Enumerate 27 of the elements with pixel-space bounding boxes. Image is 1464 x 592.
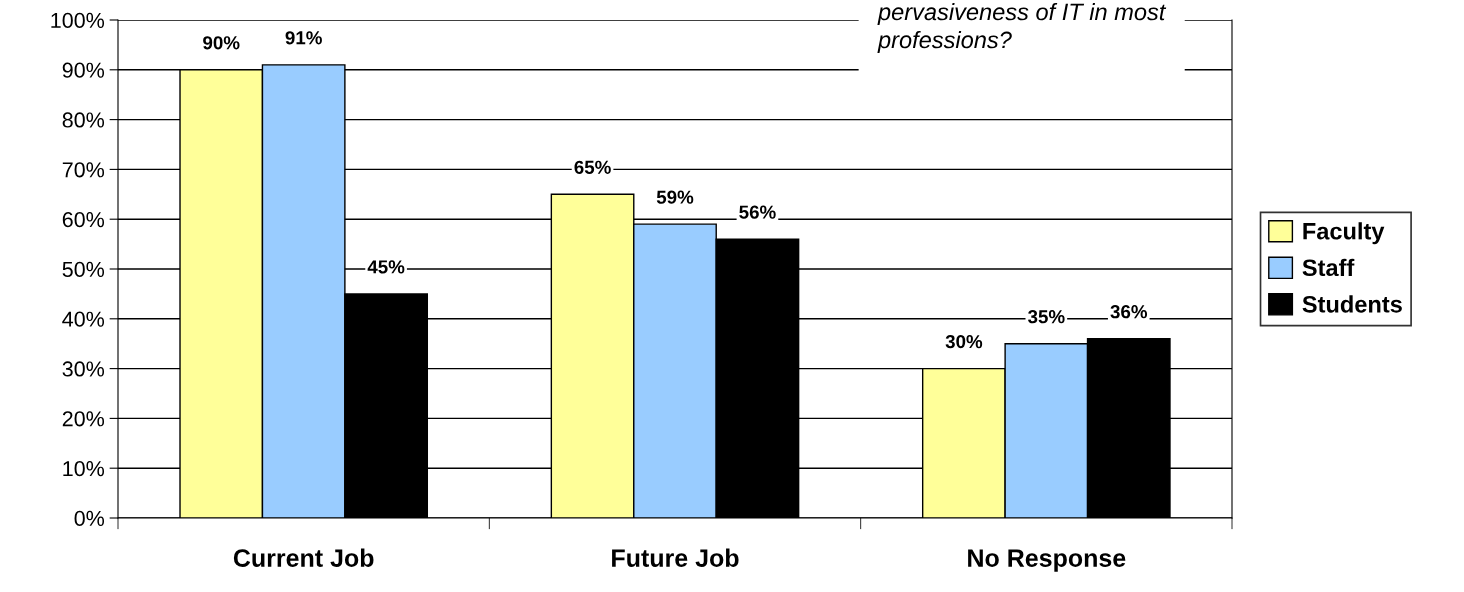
y-tick-label: 80% <box>62 112 105 128</box>
y-tick-label: 90% <box>62 62 105 78</box>
data-label: 65% <box>574 160 611 174</box>
data-label: 59% <box>656 190 694 204</box>
data-label: 30% <box>945 334 983 349</box>
y-tick-label: 40% <box>62 311 105 327</box>
y-tick-label: 0% <box>74 510 105 527</box>
y-tick-label: 100% <box>51 12 105 29</box>
y-tick-label: 30% <box>62 361 105 377</box>
data-label: 35% <box>1028 310 1065 324</box>
legend-label: Faculty <box>1303 222 1385 245</box>
data-label: 91% <box>285 31 322 45</box>
x-tick-label: No Response <box>968 549 1126 572</box>
legend-label: Staff <box>1302 258 1355 277</box>
data-label: 36% <box>1110 305 1148 319</box>
legend-label: Students <box>1302 295 1402 313</box>
y-tick-label: 50% <box>62 261 105 278</box>
data-label: 45% <box>367 260 405 274</box>
y-tick-label: 20% <box>62 411 105 427</box>
x-tick-label: Current Job <box>233 548 374 567</box>
data-label: 90% <box>203 36 240 50</box>
y-tick-label: 70% <box>62 162 105 178</box>
annotation: pervasiveness of IT in most professions? <box>877 2 1167 53</box>
y-tick-label: 10% <box>63 460 105 477</box>
x-tick-label: Future Job <box>612 548 739 567</box>
y-tick-label: 60% <box>62 211 105 228</box>
data-label: 56% <box>739 205 776 219</box>
